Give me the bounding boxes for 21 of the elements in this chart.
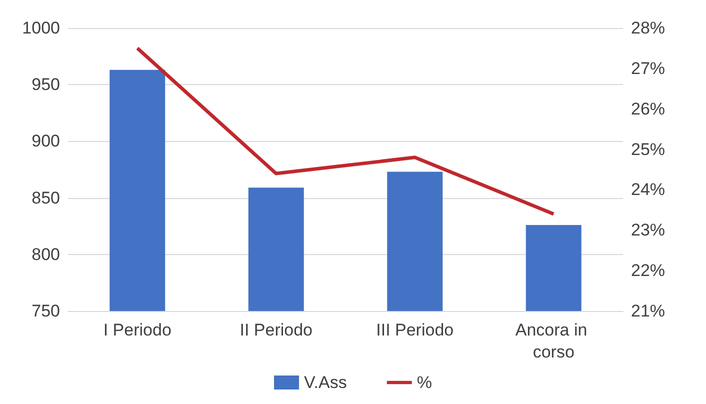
y-tick-label: 900: [32, 132, 60, 151]
y2-tick-label: 23%: [631, 220, 666, 240]
x-tick-label: I Periodo: [103, 320, 172, 340]
y2-tick-label: 21%: [631, 302, 666, 320]
line-series: [136, 46, 556, 216]
y2-tick-label: 28%: [631, 18, 666, 38]
legend-label: %: [416, 373, 432, 392]
y-tick-label: 800: [32, 244, 60, 264]
legend-label: V.Ass: [304, 373, 347, 392]
y2-tick-label: 27%: [631, 58, 666, 78]
y-tick-label: 850: [32, 188, 60, 208]
x-tick-label: II Periodo: [240, 320, 313, 340]
y-tick-label: 950: [32, 75, 60, 94]
y2-tick-label: 25%: [631, 140, 666, 159]
y2-tick-label: 22%: [631, 261, 666, 280]
x-tick-label: III Periodo: [376, 320, 454, 340]
y2-tick-label: 24%: [631, 180, 666, 200]
y-tick-label: 750: [32, 302, 60, 320]
y-tick-label: 1000: [22, 18, 60, 38]
x-tick-label: Ancora in corso: [515, 320, 592, 362]
y2-tick-label: 26%: [631, 99, 666, 118]
